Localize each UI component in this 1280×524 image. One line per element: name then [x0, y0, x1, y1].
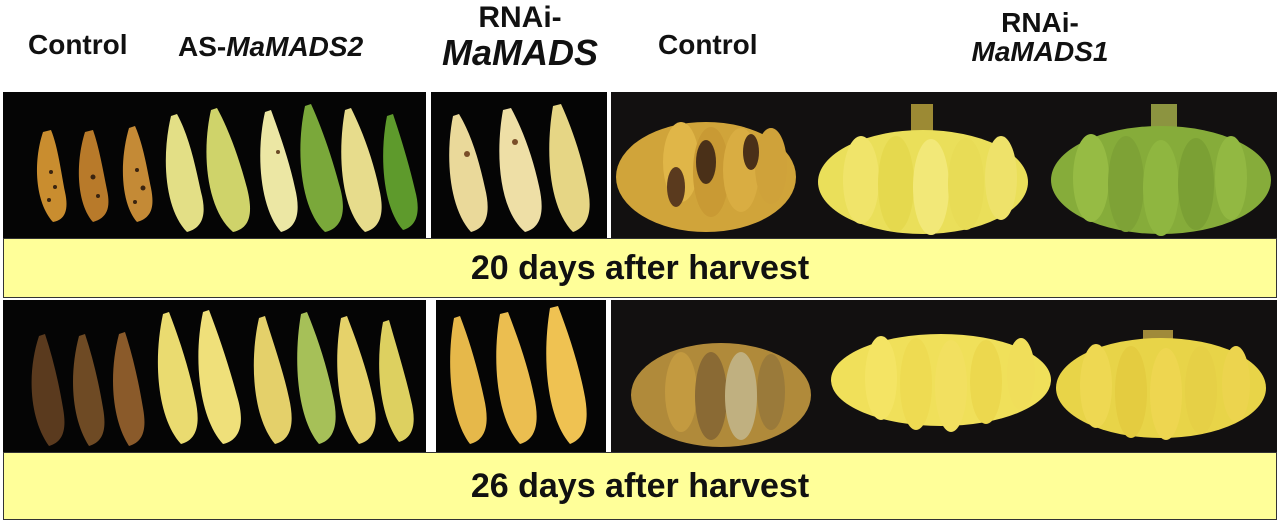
banana-as-3-row2: [253, 316, 292, 444]
photo-panel-row2-mid: [436, 300, 606, 452]
header-rnai-mamads: RNAi- MaMADS: [441, 1, 598, 73]
banana-as-3: [260, 110, 298, 232]
photo-panel-row2-left: [3, 300, 426, 452]
banana-rnai-1: [449, 114, 488, 232]
banana-control-3-row2: [113, 332, 145, 446]
banana-rnai-3: [549, 104, 590, 232]
bunch-rnai1-yellow-row1: [818, 104, 1028, 235]
banana-as-6-row2: [379, 320, 414, 442]
header-control-left: Control: [28, 29, 128, 60]
banana-as-1-row2: [157, 312, 198, 444]
banana-as-4: [300, 104, 343, 232]
header-rnai-mamads1: RNAi- MaMADS1: [971, 7, 1109, 68]
banana-as-1: [165, 114, 204, 232]
banana-rnai-2-row2: [496, 312, 537, 444]
bunch-rnai1-ripe-row2: [1056, 330, 1266, 440]
banana-control-1-row2: [31, 334, 65, 446]
header-as-mamads2: AS-MaMADS2: [178, 31, 364, 62]
banana-as-5-row2: [337, 316, 376, 444]
banana-as-6: [383, 114, 418, 230]
banana-rnai-3-row2: [546, 306, 587, 444]
banana-rnai-2: [499, 108, 542, 232]
banana-as-4-row2: [297, 312, 336, 444]
banner-20-days: 20 days after harvest: [3, 238, 1277, 298]
banana-rnai-1-row2: [450, 316, 487, 444]
bunch-control-row1: [616, 122, 796, 232]
photo-panel-row1-left: [3, 92, 426, 238]
bunch-rnai1-green-row1: [1051, 104, 1271, 236]
banana-as-5: [341, 108, 382, 232]
bunch-control-row2: [631, 343, 811, 447]
header-control-right: Control: [658, 29, 758, 60]
photo-panel-row2-right: [611, 300, 1277, 452]
photo-panel-row1-mid: [431, 92, 607, 238]
banana-control-2-row2: [73, 334, 105, 446]
bunch-rnai1-yellow-row2: [831, 334, 1051, 432]
banana-control-2: [78, 130, 109, 222]
banana-control-1: [37, 130, 67, 222]
banner-26-days: 26 days after harvest: [3, 452, 1277, 520]
photo-panel-row1-right: [611, 92, 1277, 238]
banana-as-2: [206, 108, 251, 232]
banana-control-3: [122, 126, 153, 222]
banana-as-2-row2: [198, 310, 241, 444]
